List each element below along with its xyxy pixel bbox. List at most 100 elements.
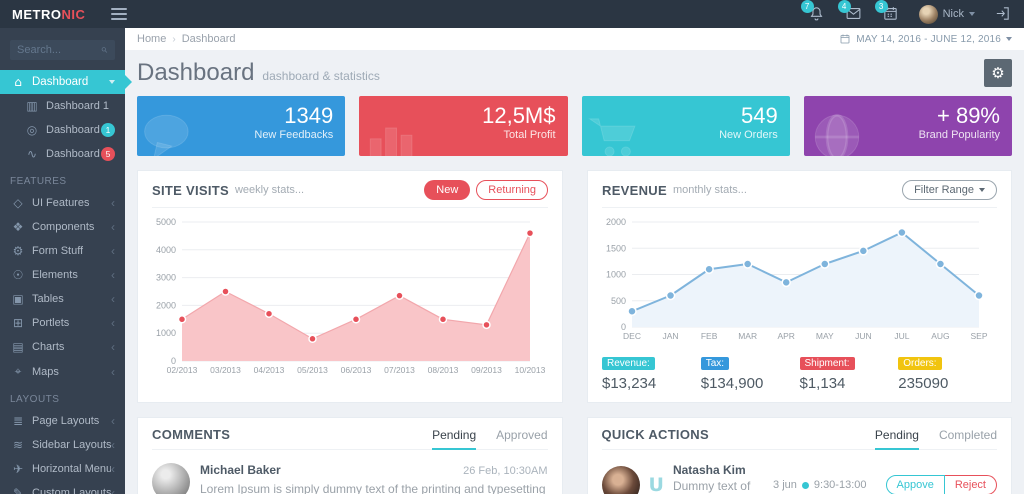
orders-stat: Orders: 235090 bbox=[898, 353, 997, 392]
search-input[interactable] bbox=[17, 44, 101, 56]
sidebar-item-portlets[interactable]: ⊞ Portlets ‹ bbox=[0, 311, 125, 335]
svg-text:JUN: JUN bbox=[855, 331, 872, 341]
svg-text:08/2013: 08/2013 bbox=[428, 365, 459, 375]
sidebar-menu-sections: FEATURES ◇ UI Features ‹ ❖ Components ‹ ⚙ Form S… bbox=[0, 166, 125, 494]
inbox-count-badge: 4 bbox=[837, 0, 851, 13]
speech-bubble-icon bbox=[144, 114, 189, 156]
returning-visits-button[interactable]: Returning bbox=[476, 180, 548, 200]
portlet-title: COMMENTS bbox=[152, 427, 231, 442]
new-visits-button[interactable]: New bbox=[424, 180, 471, 200]
chevron-down-icon bbox=[979, 188, 985, 192]
tab-approved[interactable]: Approved bbox=[496, 427, 548, 442]
chevron-down-icon bbox=[109, 80, 115, 84]
chevron-down-icon bbox=[969, 12, 975, 16]
user-menu[interactable]: Nick bbox=[918, 4, 975, 24]
avatar bbox=[918, 4, 938, 24]
sidebar-search[interactable] bbox=[10, 40, 115, 60]
diamond-icon: ◇ bbox=[13, 196, 23, 210]
notifications-button[interactable]: 7 bbox=[800, 0, 826, 23]
comment-item: Michael Baker 26 Feb, 10:30AM Lorem Ipsu… bbox=[152, 456, 548, 494]
inbox-button[interactable]: 4 bbox=[837, 0, 863, 23]
bar-chart-icon bbox=[370, 127, 413, 156]
sidebar-item-sidebar-layouts[interactable]: ≋ Sidebar Layouts ‹ bbox=[0, 433, 125, 457]
badge: 1 bbox=[101, 123, 115, 137]
quick-actions-portlet: QUICK ACTIONS Pending Completed U Natash… bbox=[586, 417, 1012, 494]
badge: 5 bbox=[101, 147, 115, 161]
main-content: Home › Dashboard MAY 14, 2016 - JUNE 12,… bbox=[125, 28, 1024, 494]
avatar bbox=[601, 466, 640, 494]
tab-pending[interactable]: Pending bbox=[874, 428, 920, 450]
sidebar-item-custom-layouts[interactable]: ✎ Custom Layouts ‹ bbox=[0, 481, 125, 494]
page-title: Dashboard bbox=[137, 59, 255, 86]
sidebar-item-ui-features[interactable]: ◇ UI Features ‹ bbox=[0, 191, 125, 215]
dashboard-submenu: ▥ Dashboard 1 ◎ Dashboard 2 1 ∿ Dashboar… bbox=[0, 94, 125, 166]
svg-text:1000: 1000 bbox=[156, 328, 176, 338]
logo-primary: METRO bbox=[12, 6, 62, 22]
approve-button[interactable]: Appove bbox=[885, 475, 945, 494]
comment-author: Michael Baker bbox=[200, 463, 281, 477]
sidebar-item-form-stuff[interactable]: ⚙ Form Stuff ‹ bbox=[0, 239, 125, 263]
layers-icon: ≣ bbox=[12, 414, 24, 428]
sidebar-item-dashboard-1[interactable]: ▥ Dashboard 1 bbox=[0, 94, 125, 118]
tab-completed[interactable]: Completed bbox=[938, 427, 997, 442]
sidebar-section-features: FEATURES bbox=[10, 176, 67, 187]
bell-icon bbox=[810, 7, 823, 21]
stat-card-total-profit[interactable]: 12,5M$ Total Profit bbox=[359, 96, 568, 156]
tab-pending[interactable]: Pending bbox=[432, 428, 477, 450]
sidebar-item-page-layouts[interactable]: ≣ Page Layouts ‹ bbox=[0, 409, 125, 433]
tasks-count-badge: 3 bbox=[874, 0, 888, 13]
stat-value: + 89% bbox=[937, 103, 1000, 128]
sidebar-item-dashboard-2[interactable]: ◎ Dashboard 2 1 bbox=[0, 118, 125, 142]
dot-icon bbox=[801, 481, 809, 489]
date-range-picker[interactable]: MAY 14, 2016 - JUNE 12, 2016 bbox=[839, 33, 1012, 45]
svg-text:MAY: MAY bbox=[816, 331, 834, 341]
stat-card-new-feedbacks[interactable]: 1349 New Feedbacks bbox=[137, 96, 346, 156]
sidebar-item-horizontal-menu[interactable]: ✈ Horizontal Menu ‹ bbox=[0, 457, 125, 481]
revenue-stat: Revenue: $13,234 bbox=[602, 353, 701, 392]
portlet-title: SITE VISITS bbox=[152, 182, 229, 198]
breadcrumb-home[interactable]: Home bbox=[137, 33, 167, 45]
sidebar-item-charts[interactable]: ▤ Charts ‹ bbox=[0, 335, 125, 359]
breadcrumb-current: Dashboard bbox=[181, 33, 236, 45]
svg-text:03/2013: 03/2013 bbox=[210, 365, 241, 375]
user-name: Nick bbox=[942, 8, 964, 20]
orders-stat-value: 235090 bbox=[898, 375, 949, 392]
svg-text:FEB: FEB bbox=[701, 331, 718, 341]
stat-label: Brand Popularity bbox=[918, 129, 1000, 142]
tasks-button[interactable]: 3 bbox=[874, 0, 900, 23]
svg-text:02/2013: 02/2013 bbox=[167, 365, 198, 375]
svg-text:500: 500 bbox=[611, 296, 626, 306]
comment-text: Lorem Ipsum is simply dummy text of the … bbox=[200, 482, 546, 494]
logout-button[interactable] bbox=[994, 5, 1012, 23]
svg-text:APR: APR bbox=[777, 331, 794, 341]
sidebar-item-dashboard-3[interactable]: ∿ Dashboard 3 5 bbox=[0, 142, 125, 166]
puzzle-icon: ❖ bbox=[12, 220, 24, 234]
stat-label: New Feedbacks bbox=[254, 129, 334, 142]
paper-plane-icon: ✈ bbox=[12, 462, 24, 476]
shipment-stat-badge: Shipment: bbox=[799, 357, 855, 370]
revenue-stat-value: $13,234 bbox=[602, 375, 657, 392]
page-settings-button[interactable]: ⚙ bbox=[984, 59, 1012, 87]
logo[interactable]: METRONIC bbox=[0, 7, 125, 22]
avatar bbox=[152, 463, 190, 494]
reject-button[interactable]: Reject bbox=[944, 475, 997, 494]
sidebar-item-tables[interactable]: ▣ Tables ‹ bbox=[0, 287, 125, 311]
sidebar-item-elements[interactable]: ☉ Elements ‹ bbox=[0, 263, 125, 287]
filter-range-button[interactable]: Filter Range bbox=[902, 180, 997, 200]
tax-stat: Tax: $134,900 bbox=[700, 353, 800, 392]
tax-stat-value: $134,900 bbox=[700, 375, 764, 392]
quick-action-item: U Natasha Kim Dummy text of the printing… bbox=[601, 456, 997, 494]
stat-card-brand-popularity[interactable]: + 89% Brand Popularity bbox=[803, 96, 1012, 156]
charts-row: SITE VISITS weekly stats... New Returnin… bbox=[137, 170, 1012, 403]
stat-value: 1349 bbox=[284, 103, 334, 128]
svg-text:07/2013: 07/2013 bbox=[384, 365, 415, 375]
chevron-icon: ‹ bbox=[111, 196, 115, 210]
sidebar-item-maps[interactable]: ⌖ Maps ‹ bbox=[0, 359, 125, 384]
logout-icon bbox=[996, 7, 1009, 20]
sidebar-toggle-icon[interactable] bbox=[111, 5, 127, 23]
sidebar-item-components[interactable]: ❖ Components ‹ bbox=[0, 215, 125, 239]
chevron-icon: ‹ bbox=[111, 340, 115, 354]
svg-text:04/2013: 04/2013 bbox=[254, 365, 285, 375]
stat-card-new-orders[interactable]: 549 New Orders bbox=[581, 96, 790, 156]
sidebar-item-dashboard[interactable]: ⌂ Dashboard bbox=[0, 70, 132, 94]
